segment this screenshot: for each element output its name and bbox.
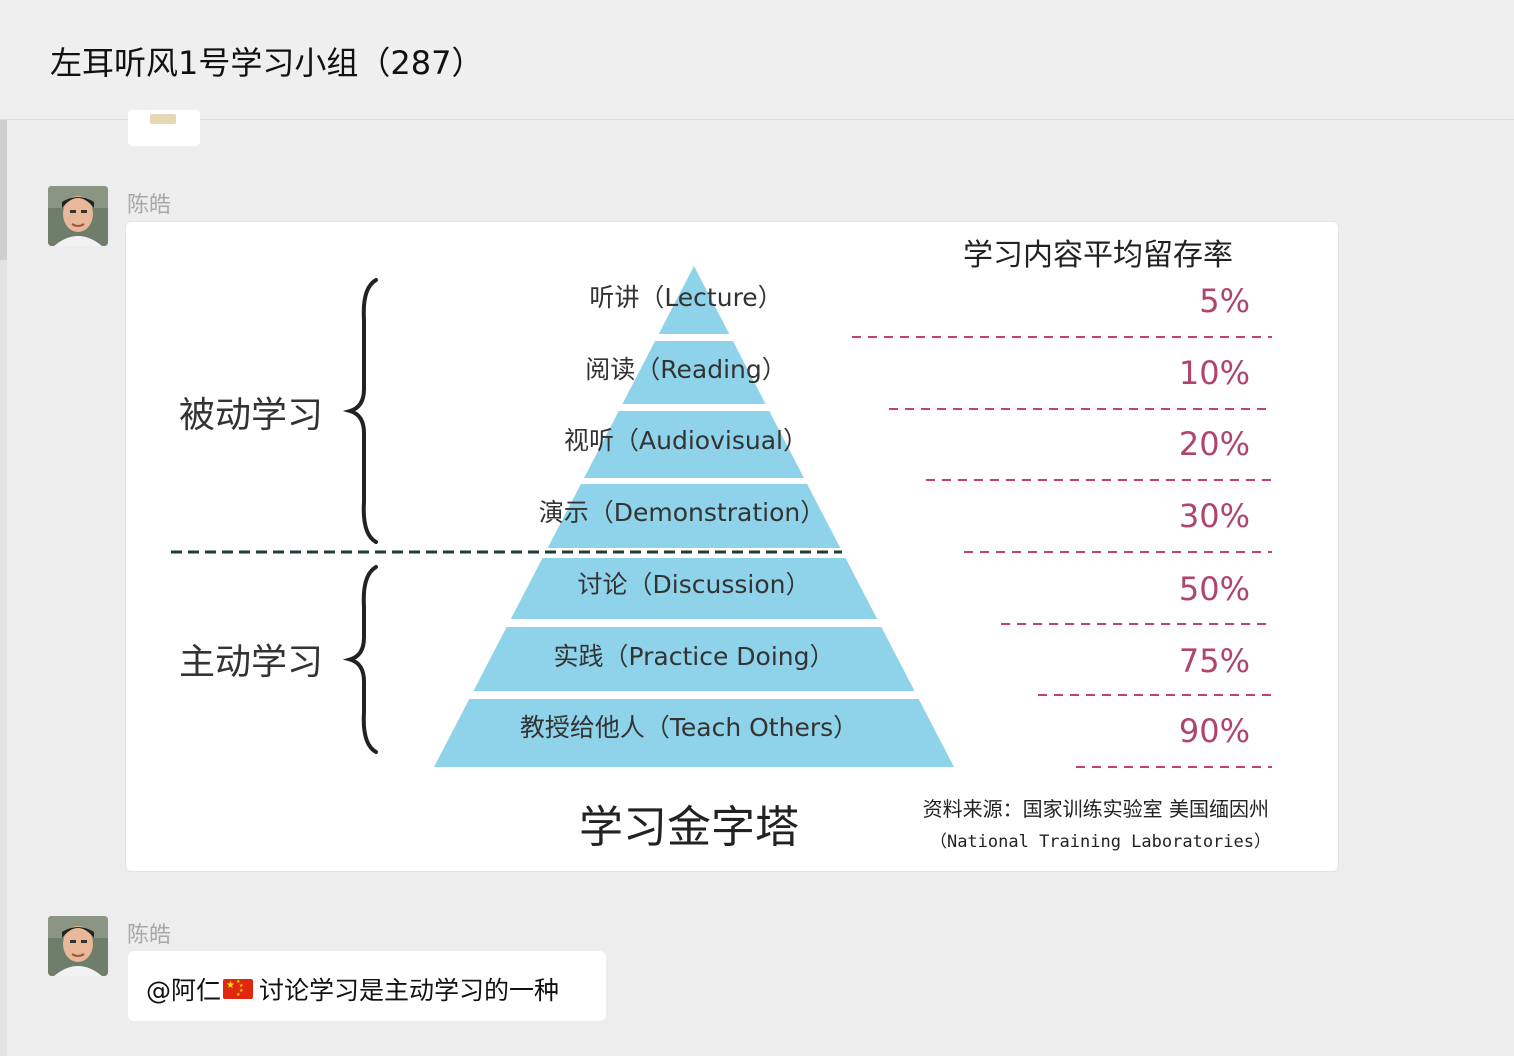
pyramid-level-label: 实践（Practice Doing） [553, 642, 834, 671]
pyramid-level [583, 411, 805, 478]
sticker-icon [150, 114, 176, 124]
person-avatar-icon [48, 916, 108, 976]
active-learning-label: 主动学习 [179, 642, 323, 683]
pyramid-level-label: 教授给他人（Teach Others） [520, 713, 858, 742]
scrollbar-thumb[interactable] [0, 120, 7, 260]
person-avatar-icon [48, 186, 108, 246]
sender-name: 陈皓 [127, 193, 172, 218]
pyramid-level-label: 阅读（Reading） [585, 355, 786, 384]
cn-flag-icon: ★ ★ ★ ★ ★ [223, 979, 254, 999]
retention-rate: 20% [1179, 425, 1250, 463]
brace-icon [342, 565, 378, 754]
learning-pyramid-image: 听讲（Lecture） 5% 阅读（Reading） 10% 视听（Audiovisua… [171, 238, 1272, 853]
message-body: 讨论学习是主动学习的一种 [259, 976, 560, 1005]
pyramid-level [473, 627, 915, 691]
retention-rate: 90% [1179, 712, 1250, 750]
source-line-1: 资料来源：国家训练实验室 美国缅因州 [923, 797, 1269, 821]
retention-header: 学习内容平均留存率 [963, 238, 1233, 273]
image-message[interactable]: 听讲（Lecture） 5% 阅读（Reading） 10% 视听（Audiovisua… [125, 221, 1339, 872]
chat-title: 左耳听风1号学习小组（287） [50, 44, 484, 82]
retention-rate: 5% [1199, 282, 1250, 320]
brace-icon [342, 278, 378, 544]
sender-name: 陈皓 [127, 923, 172, 948]
text-message-bubble[interactable]: @阿仁 ★ ★ ★ ★ ★ 讨论学习是主动学习的一种 [128, 951, 606, 1021]
retention-rate: 50% [1179, 570, 1250, 608]
pyramid-level-label: 听讲（Lecture） [589, 283, 782, 312]
pyramid-level [510, 558, 878, 619]
message-text: @阿仁 ★ ★ ★ ★ ★ 讨论学习是主动学习的一种 [146, 971, 559, 1007]
avatar[interactable] [48, 186, 108, 246]
pyramid-title: 学习金字塔 [579, 802, 799, 853]
chat-header: 左耳听风1号学习小组（287） [0, 0, 1514, 120]
pyramid-level [658, 266, 730, 334]
previous-message-bubble[interactable] [128, 110, 200, 146]
retention-rate: 10% [1179, 354, 1250, 392]
avatar[interactable] [48, 916, 108, 976]
pyramid-level [547, 484, 841, 548]
mention-link[interactable]: @阿仁 [146, 976, 222, 1005]
passive-learning-label: 被动学习 [179, 395, 323, 436]
pyramid-level-label: 视听（Audiovisual） [564, 426, 808, 455]
retention-rate: 30% [1179, 497, 1250, 535]
pyramid-level [622, 341, 766, 404]
retention-rate: 75% [1179, 642, 1250, 680]
pyramid-level [434, 699, 954, 767]
pyramid-level-label: 演示（Demonstration） [539, 498, 825, 527]
pyramid-level-label: 讨论（Discussion） [578, 570, 811, 599]
source-line-2: （National Training Laboratories） [930, 832, 1271, 852]
left-scrollbar[interactable] [0, 120, 7, 1056]
